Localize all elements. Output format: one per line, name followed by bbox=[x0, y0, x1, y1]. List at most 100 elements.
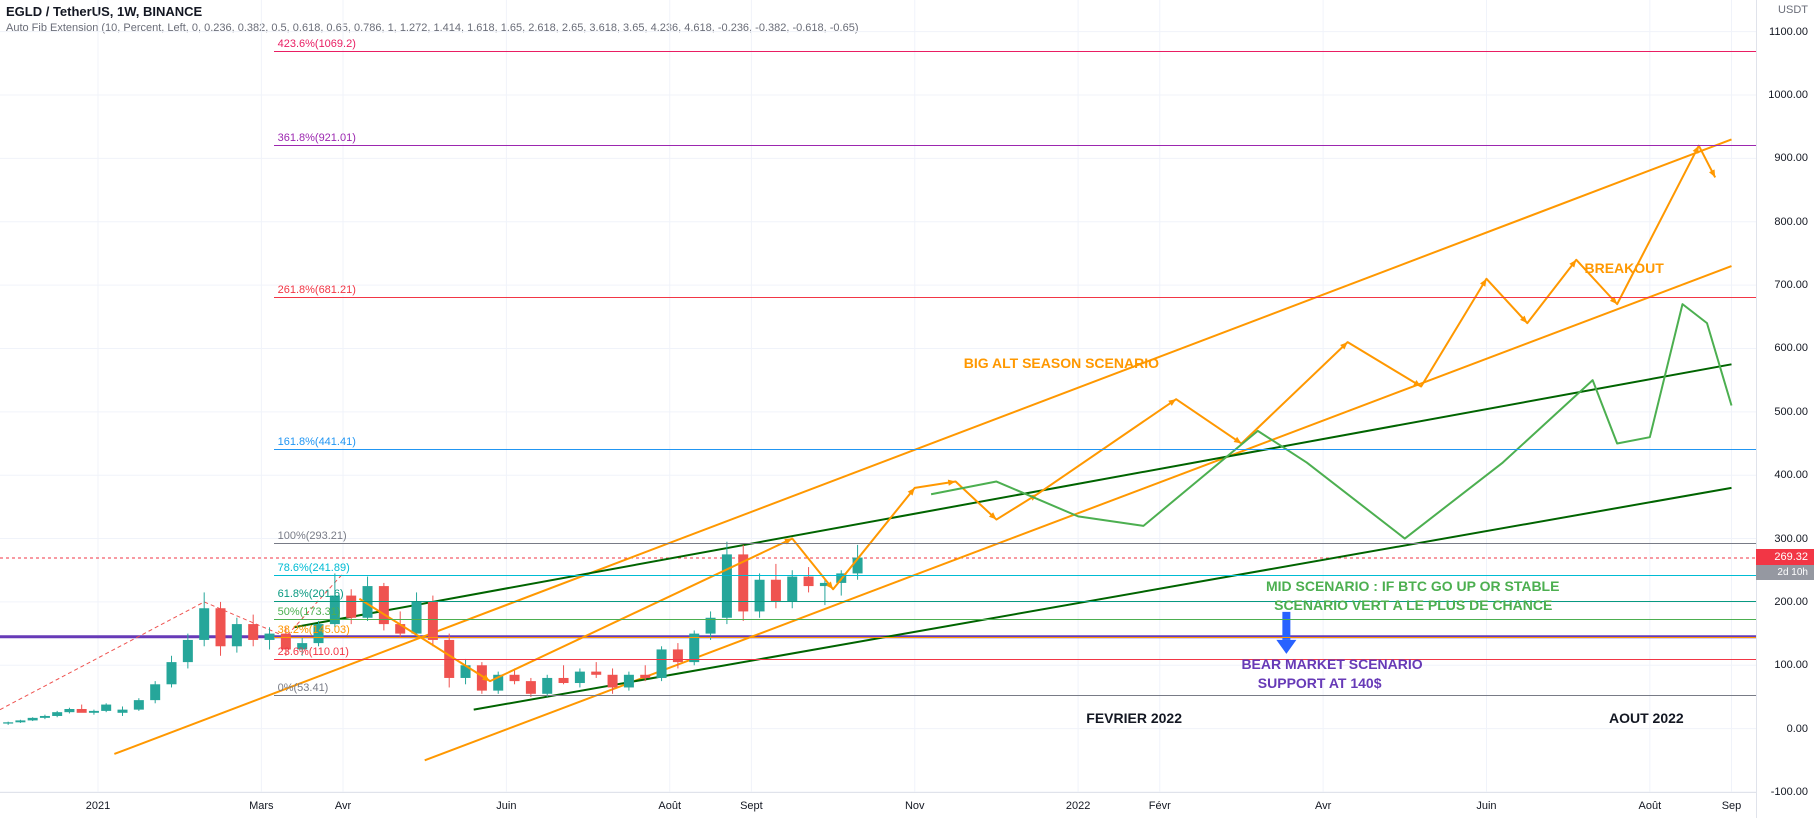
x-tick: Avr bbox=[335, 800, 351, 812]
candle[interactable] bbox=[3, 722, 13, 723]
time-axis[interactable]: 2021MarsAvrJuinAoûtSeptNov2022FévrAvrJui… bbox=[0, 792, 1756, 818]
candle[interactable] bbox=[183, 640, 193, 662]
candle[interactable] bbox=[77, 709, 87, 713]
fib-line[interactable] bbox=[274, 637, 1756, 638]
candle[interactable] bbox=[134, 700, 144, 710]
candle[interactable] bbox=[363, 586, 373, 618]
candle[interactable] bbox=[428, 602, 438, 640]
candle[interactable] bbox=[771, 580, 781, 602]
candle[interactable] bbox=[28, 718, 38, 721]
fib-label: 0%(53.41) bbox=[278, 682, 329, 695]
candle[interactable] bbox=[722, 554, 732, 617]
candle[interactable] bbox=[738, 554, 748, 611]
fib-label: 50%(173.31) bbox=[278, 606, 341, 619]
candle[interactable] bbox=[591, 672, 601, 675]
candle[interactable] bbox=[248, 624, 258, 640]
fib-label: 78.6%(241.89) bbox=[278, 562, 350, 575]
candle[interactable] bbox=[624, 675, 634, 688]
y-tick: 200.00 bbox=[1774, 596, 1808, 608]
candle[interactable] bbox=[461, 665, 471, 678]
candle[interactable] bbox=[657, 649, 667, 678]
countdown-label: 2d 10h bbox=[1756, 565, 1814, 580]
candle[interactable] bbox=[395, 624, 405, 634]
candle[interactable] bbox=[40, 716, 50, 718]
candle[interactable] bbox=[608, 675, 618, 688]
fib-line[interactable] bbox=[274, 51, 1756, 52]
candle[interactable] bbox=[52, 712, 62, 716]
candle[interactable] bbox=[706, 618, 716, 634]
candle[interactable] bbox=[64, 709, 74, 712]
fib-label: 361.8%(921.01) bbox=[278, 132, 356, 145]
annotation-text[interactable]: SCENARIO VERT A LE PLUS DE CHANCE bbox=[1274, 597, 1552, 613]
x-tick: Avr bbox=[1315, 800, 1331, 812]
candle[interactable] bbox=[673, 649, 683, 662]
fib-label: 38.2%(145.03) bbox=[278, 624, 350, 637]
candle[interactable] bbox=[15, 720, 25, 722]
annotation-text[interactable]: SUPPORT AT 140$ bbox=[1258, 675, 1382, 691]
y-tick: 1100.00 bbox=[1769, 26, 1808, 38]
candle[interactable] bbox=[820, 583, 830, 586]
x-tick: Sept bbox=[740, 800, 763, 812]
fib-line[interactable] bbox=[274, 659, 1756, 660]
annotation-text[interactable]: BEAR MARKET SCENARIO bbox=[1241, 656, 1422, 672]
candle[interactable] bbox=[101, 705, 111, 711]
fib-line[interactable] bbox=[274, 575, 1756, 576]
candle[interactable] bbox=[559, 678, 569, 683]
candle[interactable] bbox=[477, 665, 487, 690]
candle[interactable] bbox=[118, 710, 128, 713]
fib-line[interactable] bbox=[274, 297, 1756, 298]
candle[interactable] bbox=[232, 624, 242, 646]
y-tick: 900.00 bbox=[1774, 152, 1808, 164]
candle[interactable] bbox=[199, 608, 209, 640]
fib-label: 23.6%(110.01) bbox=[278, 646, 349, 659]
annotation-text[interactable]: AOUT 2022 bbox=[1609, 710, 1684, 726]
candle[interactable] bbox=[787, 577, 797, 602]
annotation-text[interactable]: BIG ALT SEASON SCENARIO bbox=[964, 355, 1159, 371]
y-tick: 600.00 bbox=[1774, 342, 1808, 354]
candle[interactable] bbox=[689, 634, 699, 663]
fib-line[interactable] bbox=[274, 543, 1756, 544]
annotation-text[interactable]: FEVRIER 2022 bbox=[1086, 710, 1182, 726]
candle[interactable] bbox=[510, 675, 520, 681]
candle[interactable] bbox=[542, 678, 552, 694]
axis-unit: USDT bbox=[1778, 4, 1808, 16]
candle[interactable] bbox=[150, 684, 160, 700]
fib-label: 100%(293.21) bbox=[278, 530, 347, 543]
fib-line[interactable] bbox=[274, 695, 1756, 696]
y-tick: 0.00 bbox=[1787, 723, 1808, 735]
candle[interactable] bbox=[853, 558, 863, 574]
candle[interactable] bbox=[167, 662, 177, 684]
x-tick: Sep bbox=[1722, 800, 1742, 812]
fib-label: 61.8%(201.6) bbox=[278, 588, 344, 601]
fib-line[interactable] bbox=[274, 619, 1756, 620]
y-tick: -100.00 bbox=[1771, 786, 1808, 798]
annotation-text[interactable]: MID SCENARIO : IF BTC GO UP OR STABLE bbox=[1266, 578, 1560, 594]
candle[interactable] bbox=[412, 602, 422, 634]
candle[interactable] bbox=[804, 577, 814, 587]
y-tick: 700.00 bbox=[1774, 279, 1808, 291]
x-tick: 2021 bbox=[86, 800, 110, 812]
candle[interactable] bbox=[526, 681, 536, 694]
x-tick: Juin bbox=[1476, 800, 1496, 812]
candle[interactable] bbox=[575, 672, 585, 683]
candle[interactable] bbox=[216, 608, 226, 646]
x-tick: 2022 bbox=[1066, 800, 1090, 812]
fib-line[interactable] bbox=[274, 449, 1756, 450]
chart-root: EGLD / TetherUS, 1W, BINANCE Auto Fib Ex… bbox=[0, 0, 1814, 818]
candle[interactable] bbox=[755, 580, 765, 612]
last-price-label: 269.32 bbox=[1756, 549, 1814, 565]
candle[interactable] bbox=[89, 711, 99, 713]
price-axis[interactable]: USDT -100.000.00100.00200.00300.00400.00… bbox=[1756, 0, 1814, 818]
candle[interactable] bbox=[493, 675, 503, 691]
fib-line[interactable] bbox=[274, 145, 1756, 146]
x-tick: Août bbox=[1638, 800, 1661, 812]
y-tick: 300.00 bbox=[1774, 533, 1808, 545]
fib-label: 161.8%(441.41) bbox=[278, 436, 356, 449]
x-tick: Févr bbox=[1149, 800, 1171, 812]
candle[interactable] bbox=[640, 675, 650, 678]
y-tick: 1000.00 bbox=[1768, 89, 1808, 101]
candle[interactable] bbox=[346, 596, 356, 618]
x-tick: Mars bbox=[249, 800, 273, 812]
annotation-text[interactable]: BREAKOUT bbox=[1584, 260, 1663, 276]
plot-area[interactable]: 0%(53.41) 23.6%(110.01) 38.2%(145.03) 50%(1… bbox=[0, 0, 1756, 792]
